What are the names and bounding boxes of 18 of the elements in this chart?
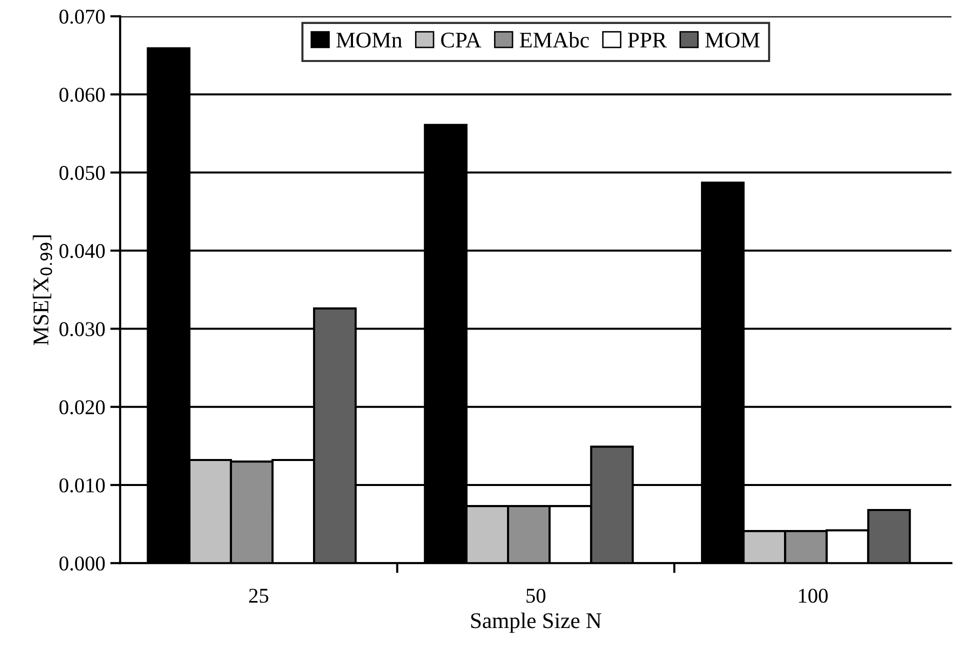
legend-label: PPR	[628, 32, 667, 48]
x-tick-label: 100	[799, 588, 828, 603]
legend-label: MOMn	[336, 32, 402, 48]
x-axis-title: Sample Size N	[471, 612, 602, 633]
y-tick-label: 0.060	[59, 88, 105, 102]
y-tick-label: 0.040	[59, 244, 105, 258]
y-axis-title: MSE[X$_{0.99}$]	[32, 235, 52, 346]
y-tick-label: 0.050	[59, 166, 105, 180]
y-tick-label: 0.070	[59, 10, 105, 24]
y-tick-label: 0.000	[59, 556, 105, 571]
x-tick-label: 25	[249, 588, 268, 603]
y-tick-label: 0.030	[59, 322, 105, 336]
y-tick-label: 0.020	[59, 400, 105, 414]
x-tick-label: 50	[526, 588, 546, 603]
legend-label: CPA	[441, 32, 482, 48]
legend-label: EMAbc	[520, 32, 589, 48]
y-tick-label: 0.010	[59, 478, 105, 493]
legend-label: MOM	[705, 32, 760, 48]
